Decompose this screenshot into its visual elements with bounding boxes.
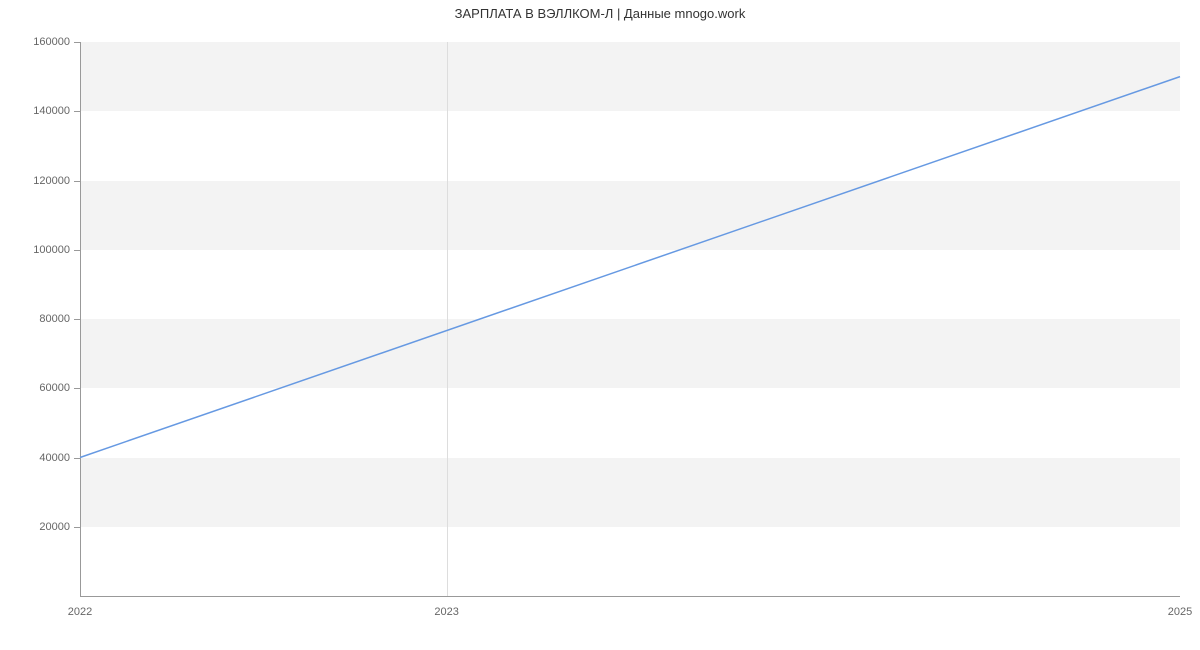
series-layer — [80, 42, 1180, 596]
x-tick-label: 2025 — [1168, 606, 1192, 618]
chart-title: ЗАРПЛАТА В ВЭЛЛКОМ-Л | Данные mnogo.work — [0, 6, 1200, 21]
salary-chart: ЗАРПЛАТА В ВЭЛЛКОМ-Л | Данные mnogo.work… — [0, 0, 1200, 650]
plot-area: 2000040000600008000010000012000014000016… — [80, 42, 1180, 596]
y-tick-label: 60000 — [10, 382, 70, 394]
x-axis-line — [80, 596, 1180, 597]
y-tick-label: 40000 — [10, 452, 70, 464]
series-salary — [80, 77, 1180, 458]
y-tick-label: 160000 — [10, 36, 70, 48]
x-tick-label: 2023 — [434, 606, 458, 618]
y-tick-label: 120000 — [10, 175, 70, 187]
y-tick-label: 100000 — [10, 244, 70, 256]
y-tick-label: 140000 — [10, 105, 70, 117]
y-tick-label: 20000 — [10, 521, 70, 533]
y-tick-label: 80000 — [10, 313, 70, 325]
x-tick-label: 2022 — [68, 606, 92, 618]
